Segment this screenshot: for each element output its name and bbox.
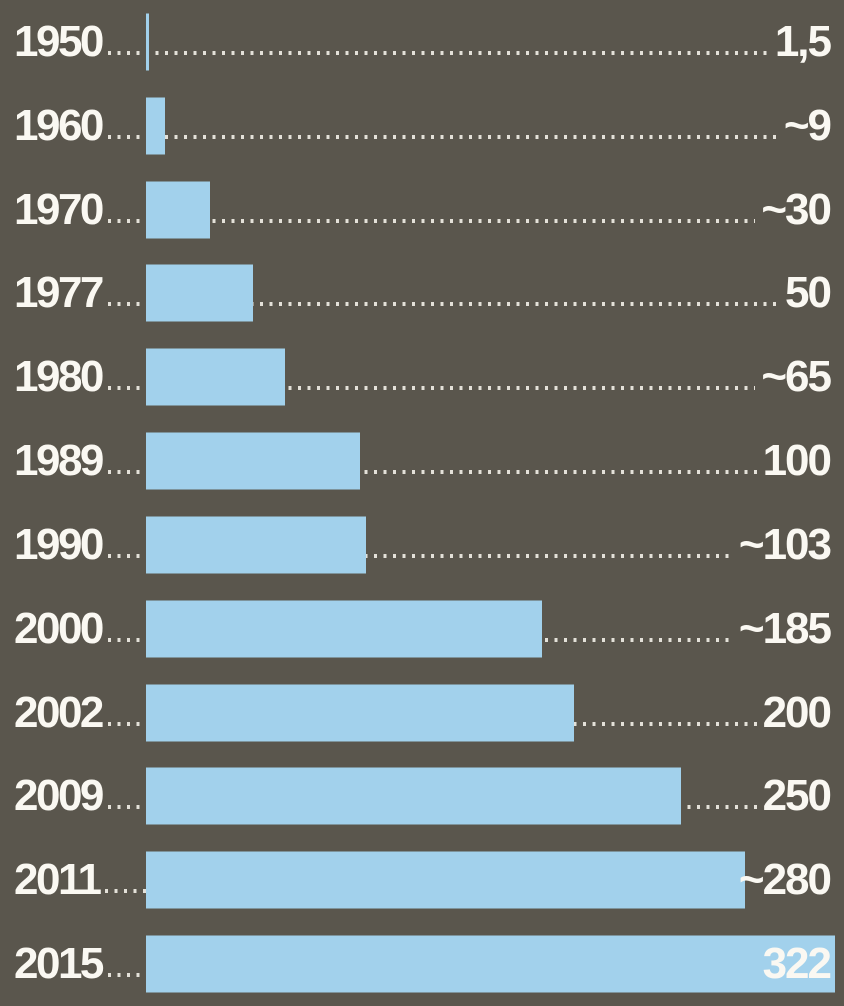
year-label: 2015 — [14, 939, 104, 989]
value-label: ~9 — [783, 100, 832, 150]
dotted-leader-line — [107, 302, 780, 307]
year-label: 1980 — [14, 352, 104, 402]
year-label: 1989 — [14, 436, 104, 486]
value-label: ~185 — [738, 603, 832, 653]
chart-row: 1990 ~103 — [0, 503, 844, 587]
dotted-leader-line — [107, 50, 769, 55]
year-label: 1970 — [14, 184, 104, 234]
bar — [146, 684, 574, 742]
year-label: 2009 — [14, 771, 104, 821]
chart-row: 2000 ~185 — [0, 587, 844, 671]
year-label: 2000 — [14, 603, 104, 653]
year-label: 2011 — [14, 855, 102, 905]
bar — [146, 97, 166, 155]
bar — [146, 432, 360, 490]
bar — [146, 516, 367, 574]
chart-row: 2015 322 — [0, 922, 844, 1006]
bar — [146, 13, 150, 71]
bar — [146, 348, 286, 406]
value-label: 1,5 — [774, 16, 832, 66]
chart-row: 1977 50 — [0, 251, 844, 335]
value-label: 100 — [762, 436, 832, 486]
value-label: ~30 — [761, 184, 832, 234]
year-label: 1977 — [14, 268, 104, 318]
chart-row: 1980 ~65 — [0, 335, 844, 419]
chart-row: 2002 200 — [0, 671, 844, 755]
value-label: 200 — [762, 687, 832, 737]
bar — [146, 851, 746, 909]
dotted-leader-line — [107, 470, 757, 475]
chart-row: 1960 ~9 — [0, 84, 844, 168]
chart-row: 2011 ~280 — [0, 838, 844, 922]
value-label: 322 — [762, 939, 832, 989]
dotted-leader-line — [107, 134, 778, 139]
chart-row: 1950 1,5 — [0, 0, 844, 84]
chart-row: 2009 250 — [0, 754, 844, 838]
bar — [146, 264, 253, 322]
year-label: 1950 — [14, 16, 104, 66]
bar — [146, 181, 211, 239]
value-label: ~103 — [738, 519, 832, 569]
dotted-leader-line — [107, 218, 756, 223]
year-label: 1960 — [14, 100, 104, 150]
value-label: ~65 — [761, 352, 832, 402]
value-label: 50 — [785, 268, 832, 318]
bar — [146, 767, 681, 825]
bar — [146, 935, 836, 993]
bar — [146, 600, 542, 658]
year-label: 1990 — [14, 519, 104, 569]
value-label: ~280 — [738, 855, 832, 905]
chart-row: 1989 100 — [0, 419, 844, 503]
year-label: 2002 — [14, 687, 104, 737]
dotted-leader-line — [107, 386, 756, 391]
dotted-leader-line — [107, 553, 733, 558]
chart-row: 1970 ~30 — [0, 168, 844, 252]
value-label: 250 — [762, 771, 832, 821]
